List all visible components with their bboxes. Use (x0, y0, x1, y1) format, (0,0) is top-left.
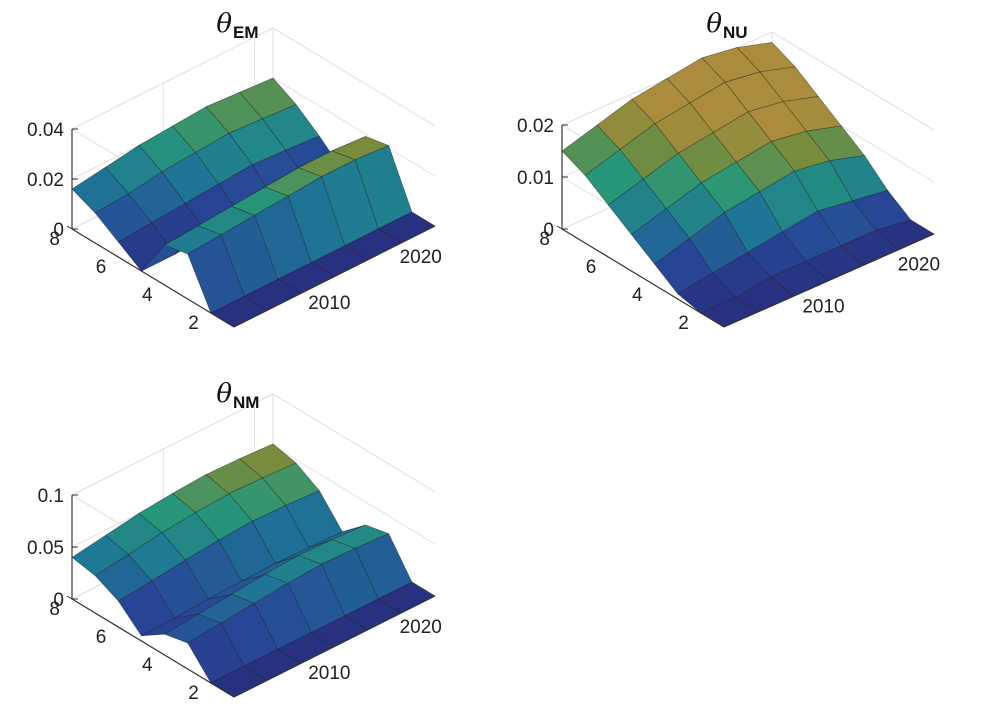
x-tick-label: 2020 (400, 617, 442, 638)
y-tick (205, 309, 212, 314)
surface (561, 42, 935, 328)
title-subscript: NM (233, 393, 259, 412)
x-axis-line (723, 233, 935, 328)
x-tick-label: 2010 (308, 293, 350, 314)
y-tick (205, 679, 212, 684)
panel-title: θ EM (216, 9, 258, 42)
y-tick-label: 2 (188, 683, 199, 704)
y-tick (159, 281, 165, 286)
y-tick (66, 225, 73, 230)
surface (71, 77, 436, 328)
y-tick (66, 595, 73, 600)
z-tick-label: 0.02 (27, 170, 64, 191)
grid-line (71, 393, 436, 496)
panel-title: θ NU (706, 9, 747, 42)
z-tick-label: 0 (53, 590, 64, 611)
y-tick-label: 2 (188, 313, 199, 334)
y-tick (649, 281, 655, 286)
y-tick-label: 6 (96, 627, 107, 648)
panel-em: 0 0.02 0.04 8 6 4 2 2010 2020 θ EM (27, 9, 442, 334)
axes: 0 0.05 0.1 8 6 4 2 2010 2020 (27, 486, 442, 704)
title-symbol: θ (706, 9, 722, 39)
x-tick-label: 2010 (802, 297, 844, 318)
y-tick-label: 8 (539, 229, 550, 250)
title-subscript: NU (723, 23, 748, 42)
y-tick-label: 6 (96, 257, 107, 278)
y-tick-label: 4 (632, 285, 643, 306)
x-axis-line (233, 595, 436, 698)
y-tick-label: 4 (142, 285, 153, 306)
z-tick-label: 0.01 (517, 168, 554, 189)
y-tick (113, 623, 119, 628)
y-tick (159, 651, 165, 656)
y-tick (603, 253, 609, 258)
y-tick (695, 309, 702, 314)
x-tick-label: 2010 (308, 663, 350, 684)
grid-line (71, 27, 436, 130)
y-tick-label: 8 (49, 599, 60, 620)
title-symbol: θ (216, 379, 232, 409)
y-tick-label: 2 (678, 313, 689, 334)
x-tick-label: 2020 (400, 247, 442, 268)
z-tick-label: 0.1 (38, 486, 64, 507)
y-tick (556, 225, 563, 230)
surface (71, 443, 436, 698)
x-tick-label: 2020 (898, 254, 940, 275)
grid-line (561, 31, 935, 131)
title-symbol: θ (216, 9, 232, 39)
axes: 0 0.01 0.02 8 6 4 2 2010 2020 (517, 116, 940, 334)
x-axis-line (233, 225, 436, 328)
z-tick-label: 0.05 (27, 538, 64, 559)
panel-title: θ NM (216, 379, 259, 412)
axes: 0 0.02 0.04 8 6 4 2 2010 2020 (27, 120, 442, 334)
z-tick-label: 0 (543, 220, 554, 241)
y-tick-label: 6 (586, 257, 597, 278)
z-tick-label: 0 (53, 220, 64, 241)
panel-nm: 0 0.05 0.1 8 6 4 2 2010 2020 θ NM (27, 379, 442, 704)
title-subscript: EM (233, 23, 259, 42)
y-tick-label: 4 (142, 655, 153, 676)
y-tick (113, 253, 119, 258)
y-tick-label: 8 (49, 229, 60, 250)
z-tick-label: 0.04 (27, 120, 64, 141)
panel-nu: 0 0.01 0.02 8 6 4 2 2010 2020 θ NU (517, 9, 940, 334)
z-tick-label: 0.02 (517, 116, 554, 137)
